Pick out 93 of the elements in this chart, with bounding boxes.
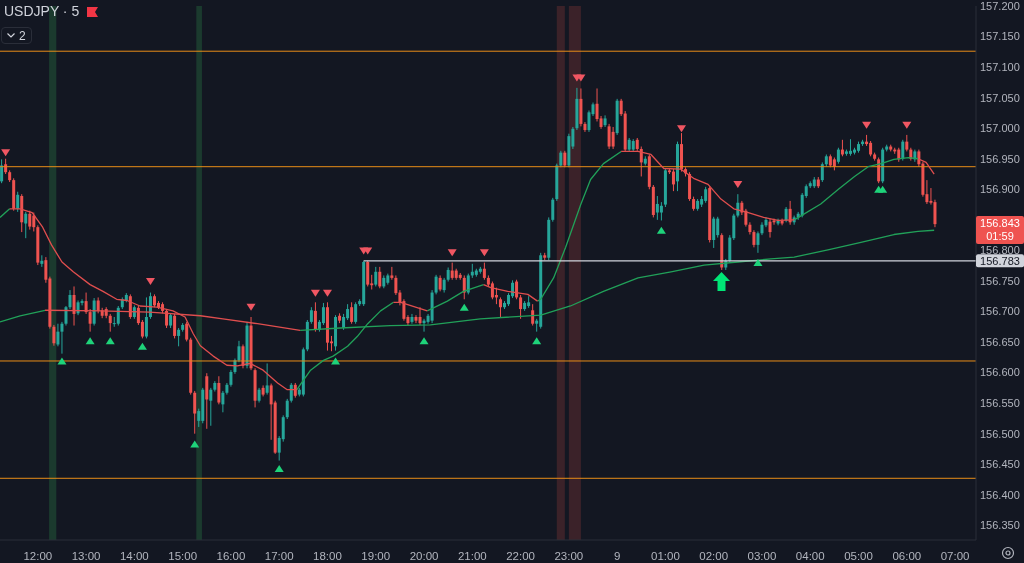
y-tick-label: 156.500 (980, 427, 1020, 440)
candlestick (820, 161, 824, 183)
candlestick (0, 158, 4, 184)
candlestick (144, 296, 148, 339)
y-tick-label: 156.900 (980, 183, 1020, 196)
candlestick (728, 234, 732, 264)
candlestick (68, 289, 72, 310)
text: 01:59 (985, 230, 1015, 244)
candlestick (659, 201, 663, 221)
candlestick (285, 398, 289, 420)
x-tick-label: 01:00 (651, 550, 680, 563)
candlestick (217, 375, 221, 405)
candlestick (289, 382, 293, 404)
x-tick-label: 18:00 (313, 550, 342, 563)
candlestick (531, 303, 535, 327)
candlestick (177, 327, 181, 347)
candlestick (414, 314, 418, 324)
y-tick-label: 157.050 (980, 91, 1020, 104)
x-tick-label: 16:00 (216, 550, 246, 563)
candlestick (165, 308, 169, 329)
candlestick (768, 218, 772, 239)
x-tick-label: 9 (613, 550, 621, 563)
y-tick-label: 156.650 (980, 335, 1020, 348)
candlestick (72, 285, 76, 327)
y-tick-label: 156.700 (980, 305, 1020, 318)
candlestick (655, 195, 659, 221)
candlestick (418, 306, 422, 326)
candlestick (16, 191, 20, 213)
chart-title: USDJPY · 5 (4, 3, 80, 20)
candlestick (313, 301, 317, 333)
candlestick (209, 387, 213, 427)
y-tick-label: 156.750 (980, 274, 1020, 287)
candlestick (173, 313, 177, 339)
x-tick-label: 22:00 (506, 550, 535, 563)
y-tick-label: 156.950 (980, 152, 1020, 165)
x-tick-label: 15:00 (168, 550, 198, 563)
candlestick (498, 296, 502, 318)
annotation: 2 (19, 28, 26, 43)
candlestick (607, 123, 611, 150)
candlestick (378, 266, 382, 289)
x-tick-label: 05:00 (844, 550, 873, 563)
x-tick-label: 12:00 (23, 550, 53, 563)
x-tick-label: 07:00 (940, 550, 970, 563)
candlestick (193, 390, 197, 435)
x-tick-label: 06:00 (892, 550, 922, 563)
candlestick (354, 301, 358, 325)
text: 156.843 (980, 217, 1020, 230)
candlestick (321, 302, 325, 326)
x-tick-label: 04:00 (795, 550, 825, 563)
x-tick-label: 13:00 (71, 550, 101, 563)
candlestick (736, 193, 740, 218)
x-tick-label: 17:00 (264, 550, 294, 563)
candlestick (671, 168, 675, 192)
candlestick (265, 362, 269, 396)
y-tick-label: 156.550 (980, 397, 1020, 410)
candlestick (205, 372, 209, 430)
candlestick (128, 293, 132, 320)
y-tick-label: 156.400 (980, 488, 1020, 501)
y-tick-label: 156.600 (980, 366, 1020, 379)
candlestick (587, 109, 591, 133)
y-tick-label: 156.450 (980, 458, 1020, 471)
y-tick-label: 157.100 (980, 61, 1020, 73)
candlestick (732, 213, 736, 241)
candlestick (148, 292, 152, 320)
candlestick (374, 266, 378, 287)
data-label: 156.783 (980, 254, 1020, 267)
x-tick-label: 03:00 (747, 550, 777, 563)
candlestick (92, 297, 96, 327)
candlestick (24, 211, 28, 239)
x-tick-label: 23:00 (554, 550, 584, 563)
y-tick-label: 157.150 (980, 30, 1020, 43)
candlestick (28, 210, 32, 231)
y-tick-label: 157.000 (980, 122, 1020, 135)
candlestick (716, 216, 720, 239)
candlestick (519, 294, 523, 320)
y-tick-label: 157.200 (980, 0, 1020, 12)
candlestick (551, 197, 555, 223)
candlestick (712, 216, 716, 249)
candlestick (366, 260, 370, 287)
y-tick-label: 156.800 (980, 244, 1020, 257)
x-tick-label: 02:00 (699, 550, 729, 563)
candlestick (410, 313, 414, 325)
x-tick-label: 19:00 (361, 550, 391, 563)
candlestick (350, 301, 354, 325)
y-tick-label: 156.350 (980, 519, 1020, 532)
x-tick-label: 20:00 (409, 550, 439, 563)
x-tick-label: 21:00 (457, 550, 487, 563)
x-tick-label: 14:00 (119, 550, 149, 563)
candlestick (185, 321, 189, 342)
candlestick (56, 323, 60, 347)
candlestick (611, 126, 615, 150)
candlestick (466, 273, 470, 295)
candlestick (901, 139, 905, 162)
